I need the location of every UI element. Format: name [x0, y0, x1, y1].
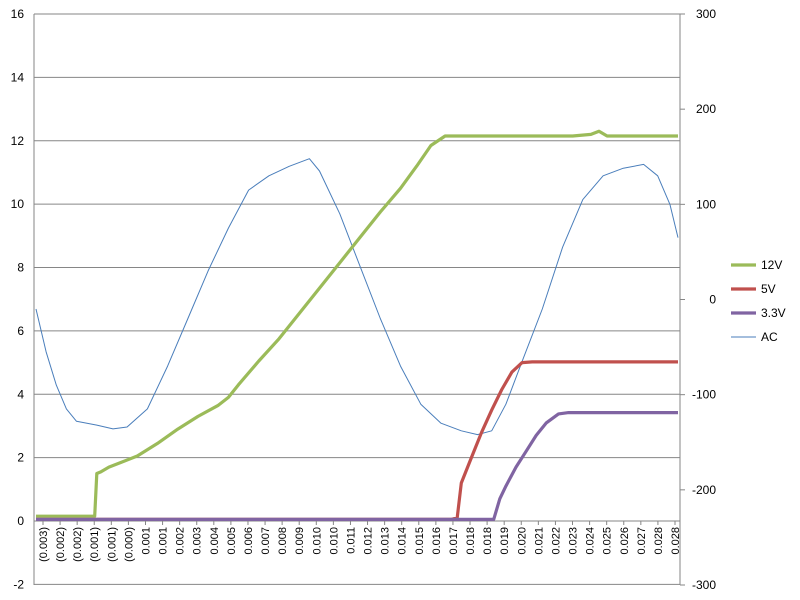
- x-tick-label: 0.022: [550, 527, 562, 555]
- x-tick-label: 0.007: [260, 527, 272, 555]
- x-tick-label: 0.002: [175, 527, 187, 555]
- y2-tick-label: -200: [692, 483, 716, 497]
- series-line-ac: [35, 158, 679, 436]
- x-tick-label: 0.008: [277, 527, 289, 555]
- series-line-12v: [36, 129, 678, 518]
- x-tick-label: 0.028: [670, 527, 682, 555]
- x-tick-label: 0.006: [243, 527, 255, 555]
- plot-area: [35, 129, 679, 521]
- y2-tick-label: -300: [692, 578, 716, 592]
- x-tick-label: (0.001): [106, 527, 118, 562]
- y2-tick-label: -100: [692, 388, 716, 402]
- x-tick-label: 0.004: [209, 527, 221, 555]
- x-tick-label: 0.016: [431, 527, 443, 555]
- legend-label-3-3v: 3.3V: [761, 306, 786, 320]
- y2-tick-label: 100: [696, 197, 716, 211]
- y2-tick-label: 200: [696, 102, 716, 116]
- y-axis-right-ticks: -300 -200 -100 0 100 200 300: [680, 7, 716, 592]
- x-tick-label: 0.027: [636, 527, 648, 555]
- legend-label-12v: 12V: [761, 258, 782, 272]
- legend-label-ac: AC: [761, 330, 778, 344]
- x-tick-label: 0.017: [448, 527, 460, 555]
- y2-tick-label: 0: [709, 293, 716, 307]
- x-tick-label: 0.005: [226, 527, 238, 555]
- x-tick-label: 0.021: [533, 527, 545, 555]
- x-tick-label: 0.001: [158, 527, 170, 555]
- x-tick-label: 0.024: [585, 527, 597, 555]
- x-tick-label: (0.002): [55, 527, 67, 562]
- x-tick-label: 0.020: [516, 527, 528, 555]
- gridlines: [33, 13, 681, 585]
- x-tick-label: 0.028: [653, 527, 665, 555]
- x-tick-label: 0.014: [397, 527, 409, 555]
- x-tick-label: (0.000): [123, 527, 135, 562]
- y-tick-label: 16: [11, 7, 25, 21]
- y-tick-label: 6: [17, 324, 24, 338]
- x-tick-label: 0.001: [140, 527, 152, 555]
- x-tick-label: (0.002): [72, 527, 84, 562]
- x-tick-label: 0.010: [328, 527, 340, 555]
- y-tick-label: 0: [17, 514, 24, 528]
- series-line-5v: [36, 360, 678, 521]
- x-tick-label: 0.013: [380, 527, 392, 555]
- legend: 12V 5V 3.3V AC: [731, 258, 786, 344]
- legend-label-5v: 5V: [761, 282, 776, 296]
- y-tick-label: 8: [17, 261, 24, 275]
- x-tick-label: 0.019: [499, 527, 511, 555]
- x-tick-label: (0.003): [38, 527, 50, 562]
- x-tick-label: (0.001): [89, 527, 101, 562]
- x-tick-label: 0.023: [568, 527, 580, 555]
- y-tick-label: 2: [17, 451, 24, 465]
- y-tick-label: 14: [11, 70, 25, 84]
- y-tick-label: 12: [11, 134, 25, 148]
- x-tick-label: 0.018: [482, 527, 494, 555]
- y-tick-label: 10: [11, 197, 25, 211]
- x-tick-label: 0.015: [414, 527, 426, 555]
- x-axis-ticks: (0.003) (0.002) (0.002) (0.001) (0.001) (0.00…: [38, 521, 682, 562]
- x-tick-label: 0.010: [311, 527, 323, 555]
- series-line-3-3v: [36, 411, 678, 521]
- y-axis-left-ticks: -2 0 2 4 6 8 10 12 14 16: [11, 7, 25, 591]
- x-tick-label: 0.011: [345, 527, 357, 554]
- x-tick-label: 0.003: [192, 527, 204, 555]
- x-tick-label: 0.009: [294, 527, 306, 555]
- x-tick-label: 0.025: [602, 527, 614, 555]
- x-tick-label: 0.026: [619, 527, 631, 555]
- x-tick-label: 0.018: [465, 527, 477, 555]
- y-tick-label: 4: [17, 387, 24, 401]
- y2-tick-label: 300: [696, 7, 716, 21]
- y-tick-label: -2: [13, 577, 24, 591]
- x-tick-label: 0.012: [363, 527, 375, 555]
